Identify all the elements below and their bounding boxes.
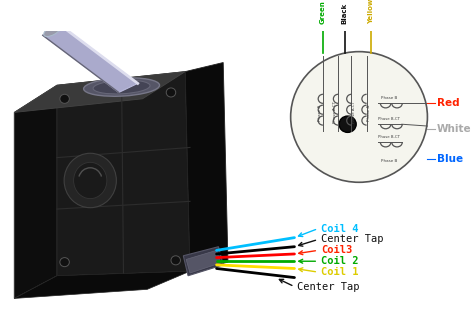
Text: Coil3: Coil3 bbox=[321, 245, 352, 255]
Circle shape bbox=[291, 52, 428, 182]
Ellipse shape bbox=[64, 153, 116, 208]
Text: Coil 1: Coil 1 bbox=[321, 267, 358, 277]
Text: Center Tap: Center Tap bbox=[297, 282, 360, 291]
Text: Black: Black bbox=[342, 3, 348, 25]
Polygon shape bbox=[183, 247, 223, 276]
Text: Phase A: Phase A bbox=[318, 104, 322, 121]
Ellipse shape bbox=[83, 78, 160, 96]
Text: Phase B-CT: Phase B-CT bbox=[378, 117, 401, 121]
Text: Red: Red bbox=[437, 98, 460, 108]
Text: Phase B: Phase B bbox=[381, 158, 398, 162]
Polygon shape bbox=[185, 62, 228, 271]
Polygon shape bbox=[186, 250, 220, 273]
Text: Green: Green bbox=[320, 1, 326, 25]
Circle shape bbox=[166, 88, 176, 97]
Polygon shape bbox=[14, 271, 190, 298]
Text: Phase B-CT: Phase B-CT bbox=[378, 135, 401, 139]
Polygon shape bbox=[14, 72, 185, 113]
Text: White: White bbox=[437, 124, 472, 134]
Polygon shape bbox=[14, 85, 57, 298]
Polygon shape bbox=[57, 72, 190, 276]
Polygon shape bbox=[43, 26, 138, 93]
Text: Phase A-CT: Phase A-CT bbox=[333, 102, 337, 124]
Text: Coil 2: Coil 2 bbox=[321, 256, 358, 266]
Circle shape bbox=[60, 258, 69, 267]
Ellipse shape bbox=[93, 80, 150, 94]
Text: Phase A-CT: Phase A-CT bbox=[352, 102, 356, 124]
Circle shape bbox=[171, 256, 181, 265]
Text: Center Tap: Center Tap bbox=[321, 234, 383, 244]
Circle shape bbox=[60, 94, 69, 103]
Text: Phase B: Phase B bbox=[381, 96, 398, 100]
Ellipse shape bbox=[44, 25, 61, 37]
Text: Coil 4: Coil 4 bbox=[321, 223, 358, 234]
Circle shape bbox=[339, 116, 356, 132]
Text: Blue: Blue bbox=[437, 154, 463, 164]
Ellipse shape bbox=[73, 162, 107, 199]
Text: Yellow: Yellow bbox=[368, 0, 374, 25]
Text: Phase A: Phase A bbox=[367, 104, 372, 121]
